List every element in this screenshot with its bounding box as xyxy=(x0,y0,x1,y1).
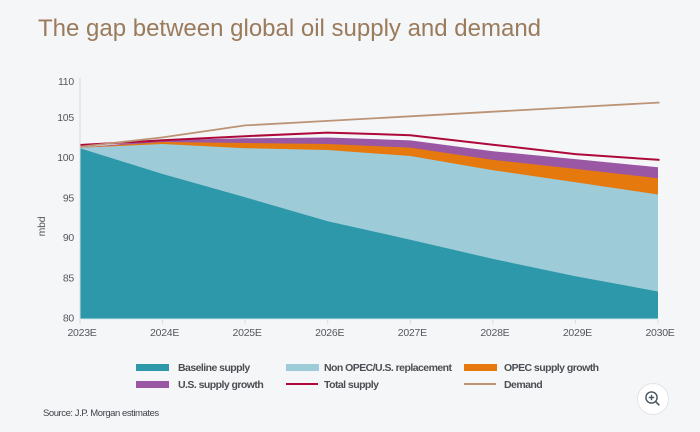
svg-text:2025E: 2025E xyxy=(233,327,262,339)
svg-text:100: 100 xyxy=(57,152,74,164)
svg-text:2023E: 2023E xyxy=(67,327,96,339)
svg-text:105: 105 xyxy=(57,112,74,124)
svg-text:85: 85 xyxy=(63,272,75,284)
svg-text:90: 90 xyxy=(63,232,75,244)
svg-text:2030E: 2030E xyxy=(645,327,674,339)
svg-text:2028E: 2028E xyxy=(480,327,509,339)
svg-text:95: 95 xyxy=(63,192,75,204)
svg-text:2027E: 2027E xyxy=(398,327,427,339)
svg-text:mbd: mbd xyxy=(36,216,48,236)
svg-text:80: 80 xyxy=(63,312,75,324)
svg-text:2026E: 2026E xyxy=(315,327,344,339)
svg-text:110: 110 xyxy=(58,76,74,88)
svg-text:2029E: 2029E xyxy=(563,327,592,339)
svg-text:2024E: 2024E xyxy=(150,327,179,339)
